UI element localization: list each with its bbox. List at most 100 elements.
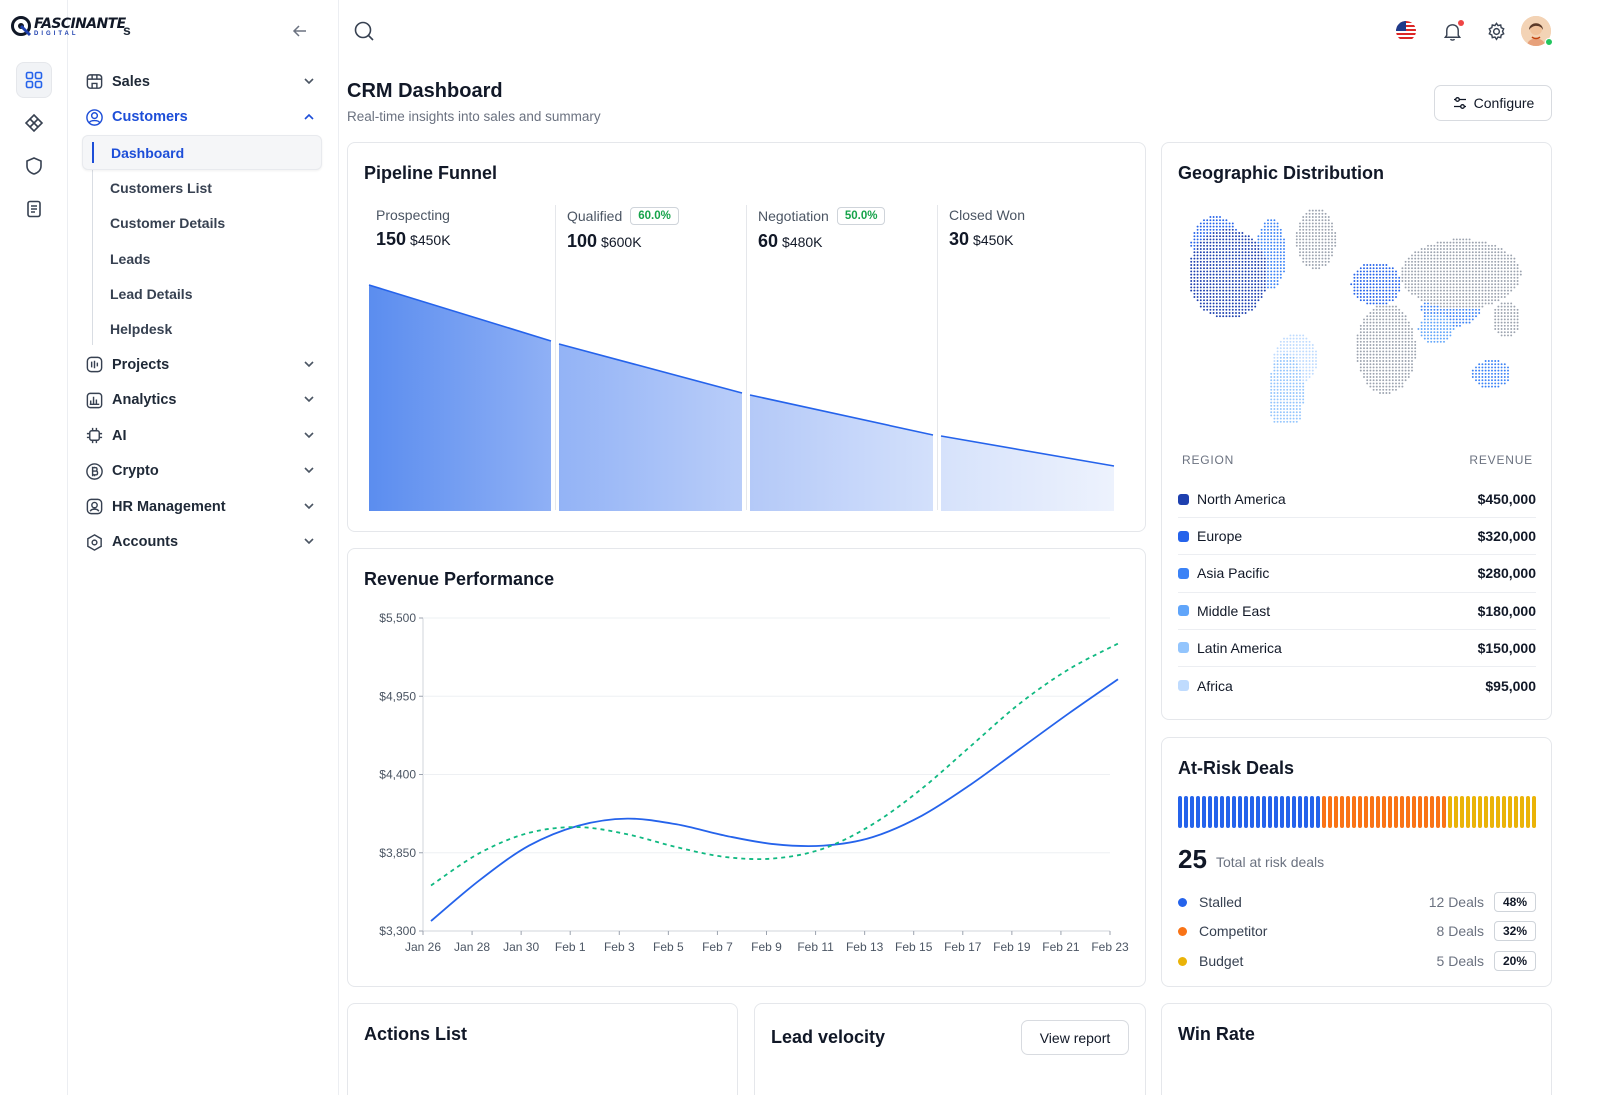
map-dot	[1257, 260, 1260, 263]
rail-docs-button[interactable]	[16, 191, 52, 227]
map-dot	[1363, 331, 1365, 334]
map-dot	[1318, 216, 1321, 218]
map-dot	[1228, 315, 1231, 318]
map-dot	[1379, 276, 1381, 279]
map-dot	[1475, 257, 1477, 260]
map-dot	[1395, 331, 1397, 334]
map-dot	[1228, 280, 1231, 282]
map-dot	[1305, 376, 1308, 378]
sidebar-item-accounts[interactable]: Accounts	[82, 524, 322, 560]
map-dot	[1423, 315, 1426, 318]
map-dot	[1494, 312, 1497, 314]
map-dot	[1497, 321, 1500, 324]
map-dot	[1478, 244, 1481, 247]
sidebar-item-projects[interactable]: Projects	[82, 347, 322, 383]
funnel-stage-closed-won: Closed Won 30 $450K	[949, 207, 1025, 250]
actions-list-card: Actions List	[347, 1003, 738, 1095]
map-dot	[1388, 267, 1391, 270]
map-dot	[1404, 363, 1407, 366]
map-dot	[1263, 286, 1266, 289]
map-dot	[1395, 328, 1397, 330]
submenu-item-customer-details[interactable]: Customer Details	[110, 215, 226, 232]
map-dot	[1484, 372, 1487, 375]
sidebar-item-hr-management[interactable]: HR Management	[82, 489, 322, 525]
map-dot	[1475, 299, 1477, 302]
map-dot	[1273, 222, 1276, 225]
stage-amount: $450K	[410, 232, 451, 248]
map-dot	[1369, 273, 1372, 276]
map-dot	[1379, 289, 1381, 292]
map-dot	[1382, 366, 1385, 369]
rail-dashboard-button[interactable]	[16, 62, 52, 98]
map-dot	[1459, 308, 1461, 311]
map-dot	[1206, 248, 1209, 250]
brand-logo[interactable]: FASCINANTE DIGITAL	[10, 15, 126, 39]
rail-security-button[interactable]	[16, 148, 52, 184]
map-dot	[1481, 241, 1484, 244]
sidebar-item-ai[interactable]: AI	[82, 418, 322, 454]
map-dot	[1251, 308, 1253, 311]
map-dot	[1273, 264, 1276, 266]
map-dot	[1302, 350, 1305, 353]
map-dot	[1222, 222, 1225, 225]
map-dot	[1270, 408, 1273, 410]
sidebar-item-customers[interactable]: Customers	[82, 100, 322, 136]
map-dot	[1289, 379, 1292, 382]
view-report-button[interactable]: View report	[1021, 1020, 1129, 1055]
sidebar-item-crypto[interactable]: Crypto	[82, 453, 322, 489]
map-dot	[1388, 324, 1391, 327]
map-dot	[1225, 222, 1228, 225]
map-dot	[1500, 254, 1503, 257]
map-dot	[1484, 254, 1487, 257]
map-dot	[1487, 273, 1490, 276]
map-dot	[1372, 347, 1375, 350]
search-button[interactable]	[353, 20, 375, 42]
map-dot	[1292, 350, 1295, 353]
rail-components-button[interactable]	[16, 105, 52, 141]
region-color-dot	[1178, 493, 1189, 505]
revenue-title: Revenue Performance	[364, 569, 555, 589]
arrow-left-icon[interactable]	[290, 21, 310, 41]
map-dot	[1411, 356, 1413, 359]
submenu-item-leads[interactable]: Leads	[110, 250, 151, 267]
risk-bar-segment	[1496, 796, 1500, 828]
submenu-item-dashboard[interactable]: Dashboard	[82, 135, 322, 171]
map-dot	[1401, 347, 1404, 350]
map-dot	[1411, 254, 1413, 257]
map-dot	[1321, 257, 1324, 260]
sidebar-item-analytics[interactable]: Analytics	[82, 382, 322, 418]
submenu-item-lead-details[interactable]: Lead Details	[110, 285, 193, 302]
map-dot	[1270, 235, 1273, 238]
map-dot	[1497, 280, 1500, 282]
configure-button[interactable]: Configure	[1434, 85, 1552, 121]
map-dot	[1439, 321, 1442, 324]
map-dot	[1487, 244, 1490, 247]
map-dot	[1379, 331, 1381, 334]
map-dot	[1423, 280, 1426, 282]
avatar[interactable]	[1521, 16, 1551, 46]
map-dot	[1196, 225, 1199, 228]
map-dot	[1398, 376, 1401, 378]
map-dot	[1241, 280, 1244, 282]
language-button[interactable]	[1395, 20, 1417, 42]
map-dot	[1427, 270, 1429, 273]
settings-button[interactable]	[1485, 20, 1507, 42]
map-dot	[1372, 264, 1375, 266]
map-dot	[1459, 264, 1461, 266]
map-dot	[1283, 420, 1285, 423]
submenu-item-helpdesk[interactable]: Helpdesk	[110, 321, 173, 338]
map-dot	[1199, 283, 1202, 286]
map-dot	[1235, 251, 1237, 254]
map-dot	[1283, 264, 1285, 266]
map-dot	[1481, 379, 1484, 382]
submenu-item-customers-list[interactable]: Customers List	[110, 179, 212, 196]
notifications-button[interactable]	[1441, 20, 1463, 42]
map-dot	[1279, 408, 1282, 410]
map-dot	[1219, 305, 1221, 308]
map-dot	[1500, 302, 1503, 305]
map-dot	[1244, 283, 1247, 286]
map-dot	[1404, 286, 1407, 289]
sidebar-item-sales[interactable]: Sales	[82, 64, 322, 100]
map-dot	[1391, 286, 1394, 289]
map-dot	[1385, 392, 1388, 394]
